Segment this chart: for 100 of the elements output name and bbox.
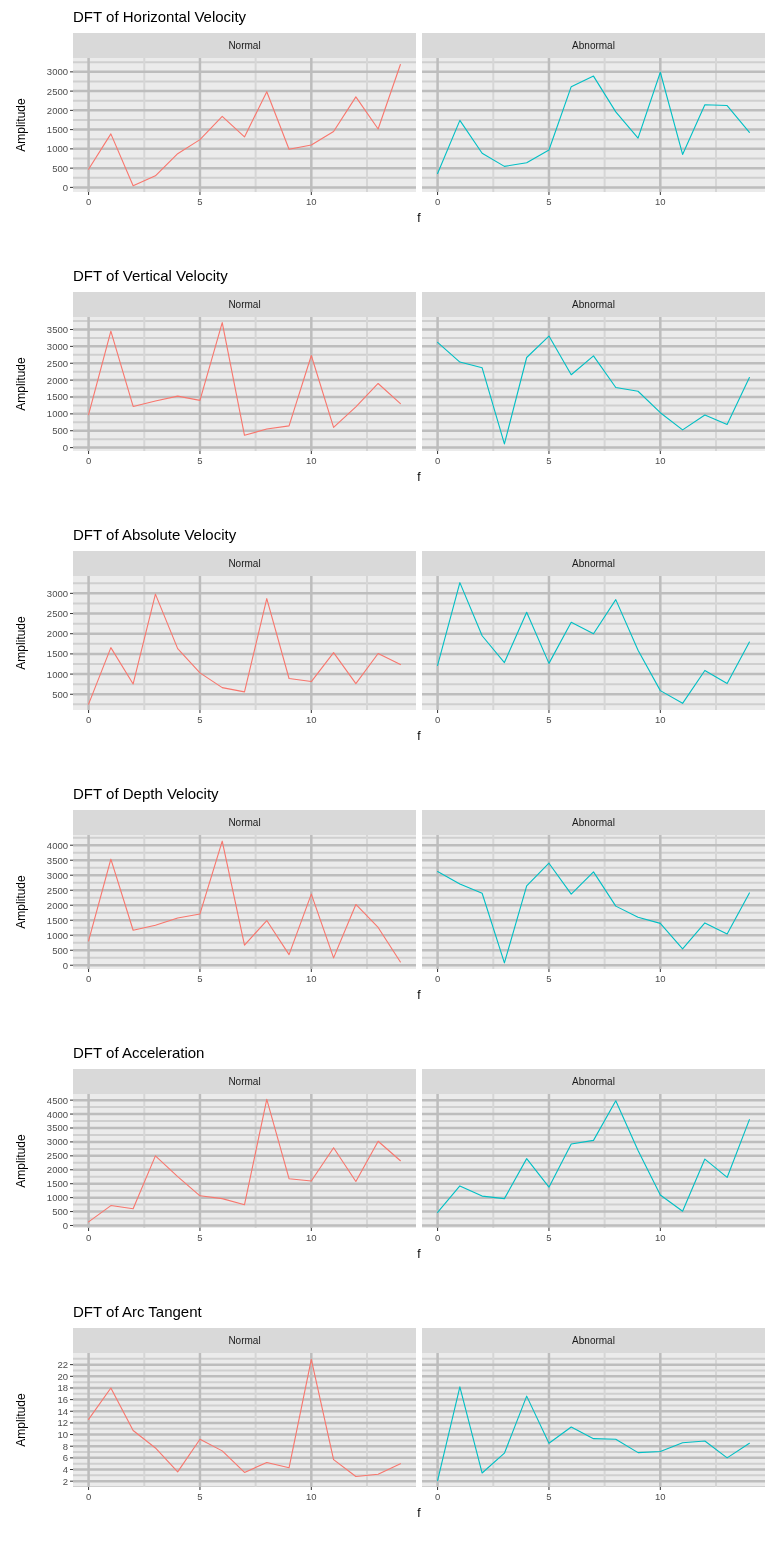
x-axis-title: f [417,211,422,225]
line-series [88,1098,401,1223]
chart-subtitle: Abnormal [572,40,615,51]
chart-title: DFT of Depth Velocity [73,785,220,802]
x-tick-label: 0 [434,973,441,984]
chart-subtitle: Abnormal [572,817,615,828]
x-tick-label: 5 [546,1232,552,1243]
x-tick-label: 0 [85,455,92,466]
line-series [88,840,401,963]
x-axis-title: f [417,729,422,743]
y-tick-label: 3500 [46,854,68,866]
x-tick-label: 0 [85,1232,92,1243]
y-tick-label: 2000 [46,374,68,386]
x-tick-label: 5 [546,455,552,466]
y-axis-title: Amplitude [14,616,28,670]
x-tick-label: 5 [197,1232,203,1243]
y-tick-label: 2500 [46,85,68,97]
x-tick-label: 10 [655,196,666,207]
y-tick-label: 2500 [46,1150,68,1162]
line-series [88,593,401,705]
y-tick-label: 3500 [46,323,68,335]
y-tick-label: 1000 [46,929,68,941]
y-tick-label: 500 [52,688,68,700]
y-tick-label: 3000 [46,869,68,881]
x-tick-label: 5 [546,714,552,725]
y-tick-label: 0 [62,181,68,193]
chart-title: DFT of Arc Tangent [73,1303,203,1320]
chart-subtitle: Abnormal [572,1076,615,1087]
x-tick-label: 0 [434,455,441,466]
y-axis-title: Amplitude [14,98,28,152]
y-tick-label: 12 [57,1417,68,1429]
x-axis-title: f [417,988,422,1002]
y-tick-label: 0 [62,442,68,454]
y-tick-label: 8 [62,1440,68,1452]
x-tick-label: 0 [85,1491,92,1502]
chart-subtitle: Normal [228,40,261,51]
y-axis-title: Amplitude [14,357,28,411]
y-tick-label: 0 [62,1219,68,1231]
y-tick-label: 500 [52,1206,68,1218]
x-tick-label: 0 [85,196,92,207]
y-tick-label: 2000 [46,899,68,911]
chart-subtitle: Normal [228,817,261,828]
x-axis-title: f [417,1506,422,1520]
y-tick-label: 3000 [46,587,68,599]
chart-subtitle: Normal [228,1076,261,1087]
x-tick-label: 10 [306,1491,317,1502]
y-tick-label: 4500 [46,1094,68,1106]
x-tick-label: 10 [306,1232,317,1243]
y-axis-title: Amplitude [14,1393,28,1447]
y-tick-label: 500 [52,162,68,174]
x-tick-label: 0 [85,973,92,984]
x-tick-label: 5 [546,196,552,207]
y-tick-label: 2000 [46,104,68,116]
x-tick-label: 10 [655,714,666,725]
x-tick-label: 10 [655,1232,666,1243]
y-tick-label: 2000 [46,628,68,640]
chart-subtitle: Abnormal [572,299,615,310]
chart-title: DFT of Acceleration [73,1044,205,1061]
y-tick-label: 3000 [46,1136,68,1148]
x-tick-label: 5 [197,455,203,466]
y-tick-label: 6 [62,1452,68,1464]
y-tick-label: 0 [62,959,68,971]
x-axis-title: f [417,470,422,484]
y-tick-label: 2500 [46,608,68,620]
x-tick-label: 10 [655,455,666,466]
x-tick-label: 5 [197,196,203,207]
chart-subtitle: Normal [228,299,261,310]
x-axis-title: f [417,1247,422,1261]
x-tick-label: 5 [546,973,552,984]
chart-title: DFT of Vertical Velocity [73,267,229,284]
chart-subtitle: Abnormal [572,558,615,569]
x-tick-label: 0 [434,1232,441,1243]
x-tick-label: 0 [434,714,441,725]
chart-subtitle: Abnormal [572,1335,615,1346]
x-tick-label: 0 [85,714,92,725]
chart-subtitle: Normal [228,558,261,569]
x-tick-label: 10 [306,196,317,207]
line-series [88,64,401,187]
y-tick-label: 14 [57,1405,68,1417]
y-tick-label: 1500 [46,124,68,136]
x-tick-label: 0 [434,196,441,207]
y-tick-label: 4000 [46,1108,68,1120]
y-tick-label: 2500 [46,884,68,896]
y-tick-label: 4000 [46,839,68,851]
line-series [88,1358,401,1478]
y-tick-label: 18 [57,1382,68,1394]
chart-title: DFT of Horizontal Velocity [73,8,247,25]
y-tick-label: 500 [52,425,68,437]
x-tick-label: 10 [306,973,317,984]
y-tick-label: 1000 [46,1192,68,1204]
x-tick-label: 5 [197,973,203,984]
y-tick-label: 1000 [46,408,68,420]
y-tick-label: 1500 [46,1178,68,1190]
x-tick-label: 10 [655,1491,666,1502]
x-tick-label: 10 [306,714,317,725]
x-tick-label: 10 [655,973,666,984]
y-tick-label: 4 [62,1464,68,1476]
y-tick-label: 3500 [46,1122,68,1134]
y-axis-title: Amplitude [14,875,28,929]
y-tick-label: 500 [52,944,68,956]
